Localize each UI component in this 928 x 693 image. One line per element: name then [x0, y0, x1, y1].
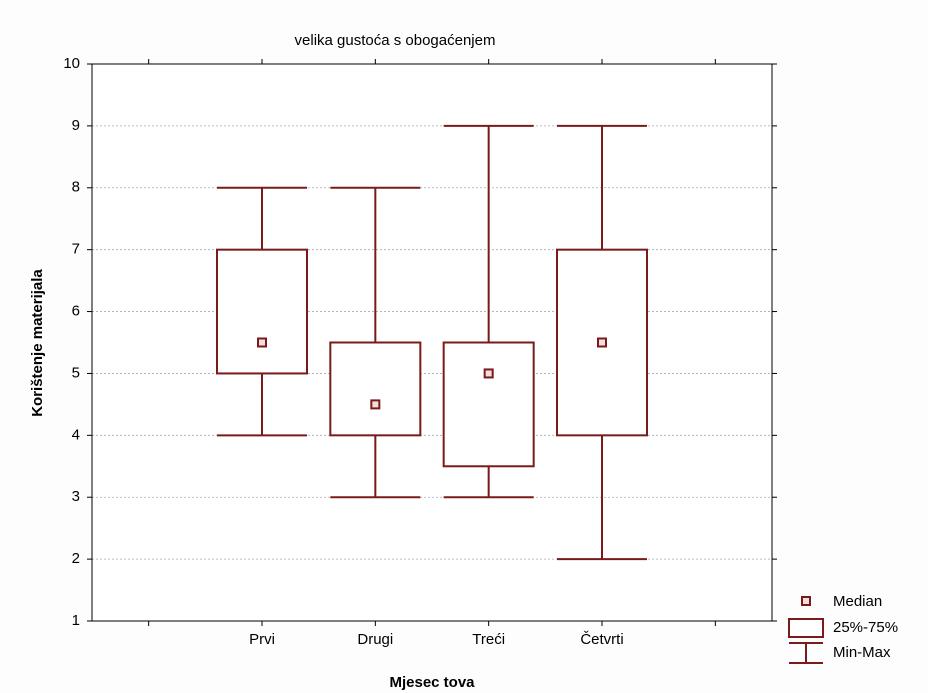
legend-median — [801, 596, 811, 606]
box — [216, 248, 308, 375]
median-marker — [370, 399, 381, 410]
median-marker — [483, 368, 494, 379]
x-tick-label: Prvi — [249, 631, 275, 648]
median-marker — [257, 337, 267, 348]
x-tick-label: Četvrti — [580, 631, 623, 648]
legend-label: Median — [833, 593, 882, 610]
y-tick-label: 9 — [72, 117, 80, 134]
y-tick-label: 10 — [63, 55, 80, 72]
y-tick-label: 4 — [72, 426, 80, 443]
plot-area — [92, 64, 772, 621]
y-axis-label: Korištenje materijala — [29, 269, 46, 417]
y-tick-label: 6 — [72, 303, 80, 320]
y-tick-label: 7 — [72, 241, 80, 258]
y-tick-label: 5 — [72, 364, 80, 381]
y-tick-label: 3 — [72, 488, 80, 505]
legend-label: Min-Max — [833, 644, 891, 661]
x-tick-label: Drugi — [357, 631, 393, 648]
median-marker — [597, 337, 607, 348]
y-tick-label: 8 — [72, 179, 80, 196]
x-tick-label: Treći — [472, 631, 505, 648]
x-axis-label: Mjesec tova — [389, 674, 475, 691]
box — [442, 341, 535, 468]
box — [329, 341, 422, 437]
legend-label: 25%-75% — [833, 619, 898, 636]
y-tick-label: 1 — [72, 612, 80, 629]
legend-box — [788, 618, 824, 638]
chart-title: velika gustoća s obogaćenjem — [295, 32, 496, 49]
y-tick-label: 2 — [72, 550, 80, 567]
plot-frame — [91, 63, 773, 622]
